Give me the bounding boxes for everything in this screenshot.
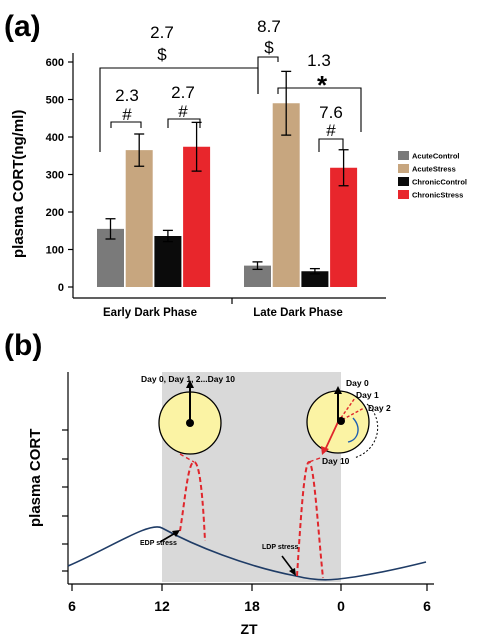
- ldp-stress-spike: [296, 460, 324, 579]
- bracket-late-chronic-pair: [318, 138, 344, 152]
- legend-label-acutecontrol: AcuteControl: [412, 152, 460, 161]
- ann-fold-late-acute: 8.7: [257, 17, 281, 36]
- panel-a-bars: [97, 70, 358, 287]
- panel-a: (a) plasma CORT(ng/ml) 0 100 200 300 400 500 6…: [4, 10, 467, 319]
- clock-right-label-day2: Day 2: [368, 403, 391, 413]
- ldp-arrow: [281, 555, 295, 573]
- bracket-late-acute-pair: [257, 56, 279, 94]
- y-tick-label: 100: [46, 245, 64, 257]
- y-tick-label: 200: [46, 207, 64, 219]
- panel-b-x-ticks: 6 12 18 0 6: [68, 584, 431, 614]
- legend-swatch-acutestress: [398, 164, 409, 173]
- clock-right-label-day10: Day 10: [322, 456, 350, 466]
- ann-symbol-late-acute: $: [264, 38, 274, 57]
- y-tick-label: 400: [46, 132, 64, 144]
- edp-stress-label: EDP stress: [140, 540, 177, 547]
- clock-right-label-day1: Day 1: [356, 390, 379, 400]
- y-tick-label: 0: [58, 282, 64, 294]
- clock-left-connector: [179, 453, 195, 463]
- clock-left-center: [186, 419, 194, 427]
- ann-symbol-late-chronic: #: [326, 121, 336, 140]
- clock-left-label: Day 0, Day 1, 2...Day 10: [141, 374, 235, 384]
- significance-labels: 2.7 $ 2.3 # 2.7 # 8.7 $ 1.3 * 7.6 #: [115, 17, 343, 140]
- ann-fold-acute-stress-early-late: 2.7: [150, 23, 174, 42]
- bar-acutecontrol-1: [244, 265, 271, 287]
- ann-symbol-acute-stress-early-late: $: [157, 45, 167, 64]
- clock-right-hand-day10: [324, 421, 339, 451]
- bar-acutestress-0: [125, 150, 153, 287]
- ann-symbol-early-acute: #: [122, 105, 132, 124]
- panel-a-label: (a): [4, 10, 41, 43]
- panel-b-x-tick-label: 6: [423, 598, 431, 614]
- ann-fold-late-acute-vs-chronic: 1.3: [307, 51, 331, 70]
- bracket-late-acute-vs-chronic-stress: [277, 87, 362, 132]
- clock-left-hand-arrowhead-icon: [186, 380, 194, 388]
- clock-left: Day 0, Day 1, 2...Day 10: [141, 374, 235, 463]
- bar-chroniccontrol-1: [301, 271, 329, 287]
- legend-swatch-acutecontrol: [398, 151, 409, 160]
- panel-b-label: (b): [4, 329, 42, 362]
- bar-chroniccontrol-0: [154, 236, 182, 287]
- circadian-cort-curve: [67, 526, 427, 581]
- clock-right: Day 0 Day 1 Day 2 Day 10: [306, 378, 391, 466]
- x-category-late-dark-phase: Late Dark Phase: [253, 307, 343, 319]
- ldp-stress-label: LDP stress: [262, 544, 299, 551]
- y-tick-label: 500: [46, 95, 64, 107]
- panel-b-x-axis-title: ZT: [240, 621, 258, 636]
- panel-b-x-tick-label: 18: [244, 598, 260, 614]
- bracket-early-chronic-pair: [167, 118, 201, 128]
- ann-fold-early-chronic: 2.7: [171, 83, 195, 102]
- panel-b-y-axis-title: plasma CORT: [27, 429, 44, 527]
- legend-swatch-chroniccontrol: [398, 177, 409, 186]
- panel-a-y-axis-title: plasma CORT(ng/ml): [10, 110, 27, 258]
- clock-right-arrowhead-day0-icon: [334, 386, 342, 394]
- bar-chronicstress-1: [330, 167, 358, 287]
- clock-right-rotation-arrow: [347, 417, 359, 443]
- legend-label-chroniccontrol: ChronicControl: [412, 178, 467, 187]
- bracket-early-acute-pair: [110, 121, 142, 128]
- legend-swatch-chronicstress: [398, 190, 409, 199]
- ann-symbol-late-acute-vs-chronic: *: [317, 70, 328, 100]
- panel-b-x-tick-label: 0: [337, 598, 345, 614]
- x-category-early-dark-phase: Early Dark Phase: [103, 307, 197, 319]
- clock-right-connector: [308, 457, 321, 463]
- panel-b: (b) 6 12 18 0 6 plasma CORT ZT EDP stress LD…: [4, 329, 434, 636]
- clock-right-label-day0: Day 0: [346, 378, 369, 388]
- panel-b-x-tick-label: 6: [68, 598, 76, 614]
- legend-label-acutestress: AcuteStress: [412, 165, 456, 174]
- clock-right-center: [337, 417, 345, 425]
- ldp-arrowhead-icon: [289, 568, 296, 576]
- edp-arrowhead-icon: [172, 530, 180, 537]
- y-tick-label: 600: [46, 57, 64, 69]
- panel-b-y-ticks: [62, 429, 68, 572]
- panel-b-x-tick-label: 12: [154, 598, 170, 614]
- clock-right-arrowhead-day10-icon: [321, 446, 329, 455]
- ann-fold-late-chronic: 7.6: [319, 103, 343, 122]
- y-tick-label: 300: [46, 170, 64, 182]
- significance-brackets: [99, 56, 362, 152]
- clock-right-dotted-arc: [353, 403, 379, 459]
- ann-symbol-early-chronic: #: [178, 102, 188, 121]
- legend-label-chronicstress: ChronicStress: [412, 191, 463, 200]
- panel-a-y-ticks: 0 100 200 300 400 500 600: [46, 57, 73, 294]
- legend: AcuteControl AcuteStress ChronicControl Chr…: [398, 151, 467, 200]
- ann-fold-early-acute: 2.3: [115, 86, 139, 105]
